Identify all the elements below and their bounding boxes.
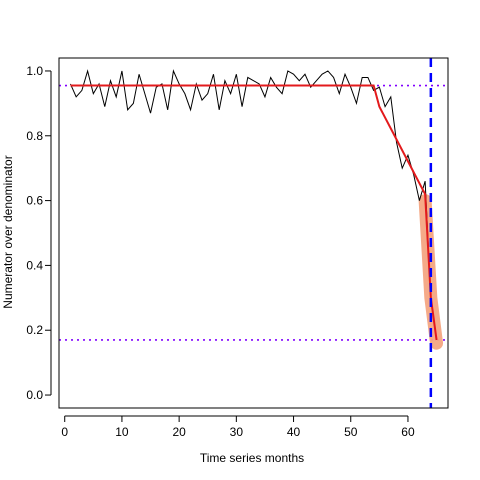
x-tick-label: 30 (230, 425, 244, 439)
axes-layer: 0 10 20 30 40 50 60 0.0 0.2 0.4 0.6 0.8 1.0 (26, 57, 449, 439)
y-tick-label: 0.2 (26, 323, 43, 337)
y-axis-title: Numerator over denominator (1, 155, 15, 308)
x-tick-label: 40 (287, 425, 301, 439)
y-tick-label: 0.0 (26, 388, 43, 402)
x-axis-title: Time series months (200, 451, 304, 465)
y-tick-label: 0.8 (26, 129, 43, 143)
x-tick-label: 0 (61, 425, 68, 439)
y-tick-label: 1.0 (26, 64, 43, 78)
x-tick-label: 60 (401, 425, 415, 439)
x-tick-label: 50 (344, 425, 358, 439)
x-tick-label: 20 (172, 425, 186, 439)
x-tick-label: 10 (115, 425, 129, 439)
y-tick-label: 0.6 (26, 194, 43, 208)
y-tick-label: 0.4 (26, 258, 43, 272)
plot-layer (59, 58, 448, 408)
plot-frame (58, 57, 449, 409)
